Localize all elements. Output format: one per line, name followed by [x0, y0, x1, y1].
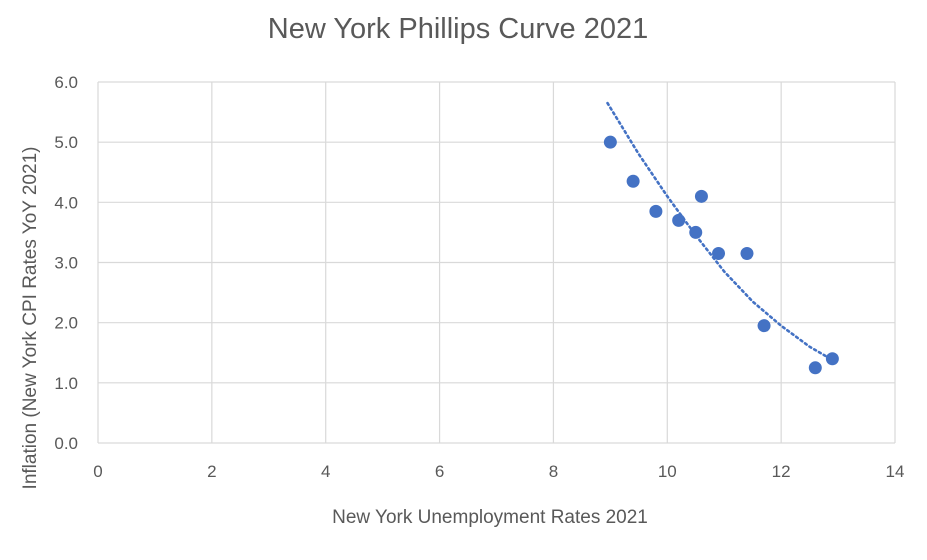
x-tick-label: 14 — [886, 462, 905, 481]
y-tick-label: 2.0 — [54, 314, 78, 333]
y-tick-label: 6.0 — [54, 73, 78, 92]
chart-title: New York Phillips Curve 2021 — [268, 13, 648, 45]
trendline — [606, 101, 834, 362]
data-point — [672, 213, 686, 227]
y-tick-label: 1.0 — [54, 374, 78, 393]
data-point — [740, 246, 754, 260]
data-point — [626, 174, 640, 188]
y-axis-ticks: 0.0 1.0 2.0 3.0 4.0 5.0 6.0 — [54, 73, 78, 453]
trendline-layer — [606, 101, 834, 362]
gridlines — [97, 81, 896, 444]
y-tick-label: 3.0 — [54, 254, 78, 273]
y-axis-title: Inflation (New York CPI Rates YoY 2021) — [20, 147, 41, 490]
y-tick-label: 0.0 — [54, 434, 78, 453]
data-point — [694, 189, 708, 203]
x-axis-ticks: 0 2 4 6 8 10 12 14 — [93, 462, 904, 481]
x-tick-label: 4 — [321, 462, 330, 481]
x-axis-title: New York Unemployment Rates 2021 — [332, 507, 648, 528]
data-point — [689, 225, 703, 239]
x-tick-label: 6 — [435, 462, 444, 481]
x-tick-label: 0 — [93, 462, 102, 481]
data-point — [757, 319, 771, 333]
data-point — [649, 204, 663, 218]
data-point — [808, 361, 822, 375]
x-tick-label: 2 — [207, 462, 216, 481]
y-tick-label: 5.0 — [54, 133, 78, 152]
data-point — [712, 246, 726, 260]
y-tick-label: 4.0 — [54, 193, 78, 212]
x-tick-label: 12 — [772, 462, 791, 481]
data-point — [603, 135, 617, 149]
x-tick-label: 8 — [549, 462, 558, 481]
data-point — [825, 352, 839, 366]
x-tick-label: 10 — [658, 462, 677, 481]
data-points — [603, 135, 839, 375]
